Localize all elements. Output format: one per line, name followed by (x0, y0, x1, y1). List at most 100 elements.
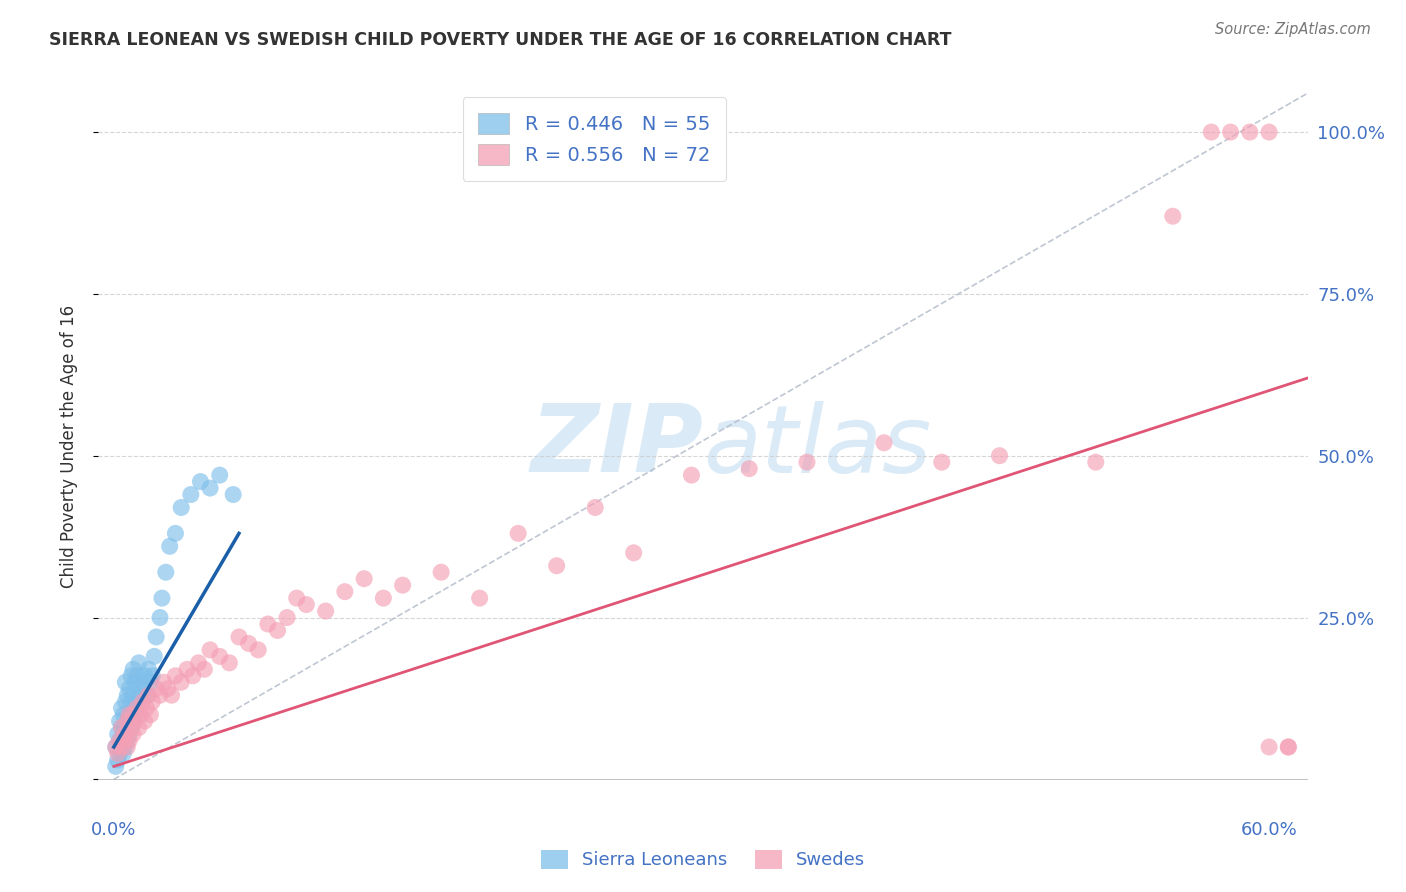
Point (187, 656, 209, 670)
Point (143, 649, 166, 664)
Point (796, 455, 818, 469)
Point (373, 591, 395, 606)
Point (430, 566, 453, 580)
Point (333, 584, 356, 599)
Point (1258, 739, 1281, 754)
Point (1239, 125, 1261, 139)
Point (110, 701, 132, 715)
Point (139, 707, 162, 722)
Point (208, 468, 231, 483)
Point (128, 688, 150, 702)
Point (124, 701, 146, 715)
Point (176, 662, 198, 676)
Point (110, 739, 132, 754)
Point (141, 695, 163, 709)
Point (125, 695, 148, 709)
Point (353, 572, 375, 586)
Point (170, 500, 193, 515)
Point (1277, 739, 1299, 754)
Point (180, 487, 202, 501)
Point (193, 662, 215, 676)
Point (468, 591, 491, 606)
Point (198, 481, 221, 495)
Point (156, 681, 179, 696)
Point (124, 675, 146, 690)
Point (931, 455, 953, 469)
Point (128, 721, 150, 735)
Point (238, 636, 260, 650)
Point (873, 435, 896, 450)
Point (145, 630, 167, 644)
Point (218, 656, 240, 670)
Text: SIERRA LEONEAN VS SWEDISH CHILD POVERTY UNDER THE AGE OF 16 CORRELATION CHART: SIERRA LEONEAN VS SWEDISH CHILD POVERTY … (49, 31, 952, 49)
Point (150, 591, 173, 606)
Point (228, 630, 250, 644)
Point (988, 449, 1011, 463)
Point (114, 727, 136, 741)
Point (266, 624, 288, 638)
Point (108, 747, 131, 761)
Point (145, 681, 167, 696)
Point (122, 662, 145, 676)
Point (122, 727, 145, 741)
Point (117, 714, 139, 728)
Point (134, 669, 156, 683)
Y-axis label: Child Poverty Under the Age of 16: Child Poverty Under the Age of 16 (59, 304, 77, 588)
Point (159, 539, 181, 553)
Point (110, 721, 132, 735)
Point (122, 707, 145, 722)
Point (1084, 455, 1107, 469)
Point (112, 707, 135, 722)
Point (125, 669, 148, 683)
Point (138, 688, 160, 702)
Point (134, 714, 156, 728)
Point (170, 675, 193, 690)
Point (118, 707, 141, 722)
Point (129, 675, 152, 690)
Point (117, 688, 139, 702)
Point (1258, 125, 1281, 139)
Point (114, 675, 136, 690)
Legend: R = 0.446   N = 55, R = 0.556   N = 72: R = 0.446 N = 55, R = 0.556 N = 72 (463, 97, 725, 180)
Point (208, 649, 231, 664)
Point (104, 739, 127, 754)
Point (117, 714, 139, 728)
Point (738, 461, 761, 475)
Point (315, 604, 337, 618)
Point (139, 675, 162, 690)
Point (128, 656, 150, 670)
Point (190, 475, 212, 489)
Point (295, 598, 318, 612)
Point (1161, 209, 1184, 223)
Point (149, 610, 172, 624)
Point (108, 714, 131, 728)
Point (583, 500, 606, 515)
Point (104, 759, 127, 773)
Point (135, 688, 157, 702)
Point (118, 733, 141, 747)
Point (112, 727, 135, 741)
Point (138, 662, 160, 676)
Point (165, 526, 187, 541)
Point (110, 739, 132, 754)
Point (198, 643, 221, 657)
Point (1201, 125, 1223, 139)
Point (108, 733, 131, 747)
Point (131, 681, 153, 696)
Text: atlas: atlas (703, 401, 931, 491)
Point (1277, 739, 1299, 754)
Point (122, 714, 145, 728)
Point (117, 733, 139, 747)
Point (546, 558, 568, 573)
Point (120, 721, 142, 735)
Point (222, 487, 245, 501)
Point (107, 727, 129, 741)
Legend: Sierra Leoneans, Swedes: Sierra Leoneans, Swedes (531, 841, 875, 879)
Point (1219, 125, 1241, 139)
Point (247, 643, 270, 657)
Point (125, 701, 148, 715)
Point (160, 688, 183, 702)
Point (117, 739, 139, 754)
Point (114, 721, 136, 735)
Point (114, 695, 136, 709)
